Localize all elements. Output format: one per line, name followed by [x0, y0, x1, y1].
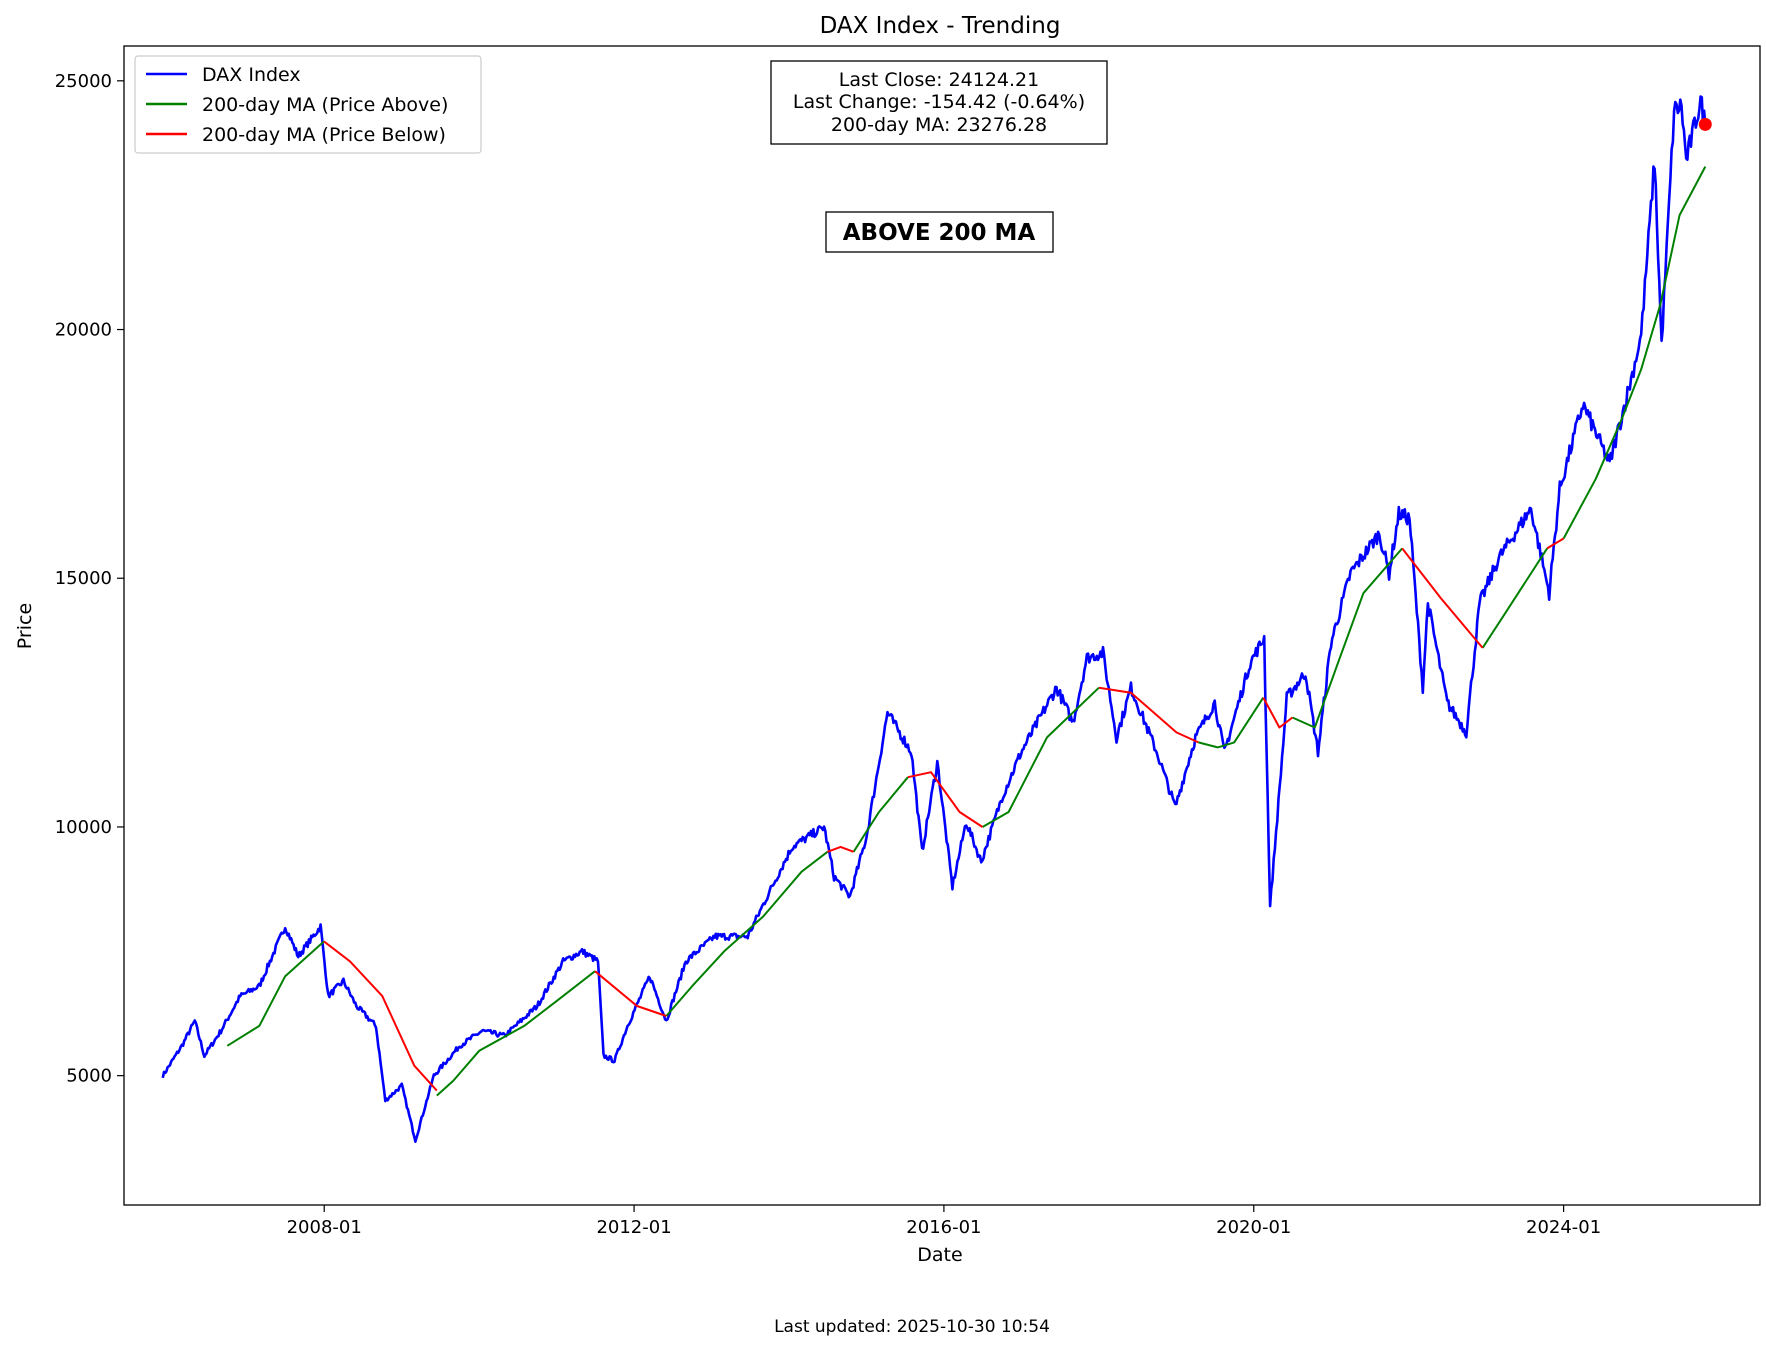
ma-above-segment-2: [665, 851, 829, 1017]
last-close-text: Last Close: 24124.21: [839, 69, 1039, 91]
ma-below-segment-6: [1401, 547, 1484, 649]
ma-above-segment-1: [436, 970, 596, 1097]
ma-below-segment-2: [827, 845, 854, 853]
plot-frame: [123, 45, 1761, 1206]
ma-above-segment-8: [1562, 166, 1707, 539]
legend-box: [134, 55, 482, 154]
ma-below-segment-5: [1262, 697, 1294, 729]
x-tick-label-4: 2024-01: [1526, 1217, 1601, 1238]
legend-label-ma-below: 200-day MA (Price Below): [202, 124, 446, 146]
legend: DAX Index 200-day MA (Price Above) 200-d…: [134, 55, 482, 154]
ma-below-segment-1: [594, 970, 667, 1017]
last-close-marker: [1698, 117, 1712, 131]
y-tick-label-3: 20000: [55, 320, 112, 341]
ma-above-segment-5: [1198, 697, 1265, 749]
last-change-text: Last Change: -154.42 (-0.64%): [793, 91, 1085, 113]
price-line: [161, 95, 1707, 1143]
x-tick-label-3: 2020-01: [1216, 1217, 1291, 1238]
y-tick-label-4: 25000: [55, 71, 112, 92]
ma-below-segment-0: [323, 940, 438, 1092]
ma-below-segment-4: [1098, 686, 1199, 744]
y-tick-label-1: 10000: [55, 817, 112, 838]
ma-above-segment-3: [852, 776, 909, 853]
info-box-frame: [770, 60, 1108, 145]
chart-title: DAX Index - Trending: [820, 13, 1061, 39]
ma-value-text: 200-day MA: 23276.28: [831, 114, 1047, 136]
legend-label-ma-above: 200-day MA (Price Above): [202, 94, 448, 116]
x-tick-label-1: 2012-01: [596, 1217, 671, 1238]
series-layer: [161, 95, 1712, 1143]
y-tick-label-0: 5000: [66, 1066, 112, 1087]
x-tick-label-2: 2016-01: [906, 1217, 981, 1238]
ma-above-segment-6: [1291, 547, 1403, 729]
ma-below-segment-3: [907, 771, 984, 828]
x-tick-label-0: 2008-01: [287, 1217, 362, 1238]
x-axis-label: Date: [917, 1244, 962, 1266]
ma-above-segment-0: [226, 940, 325, 1047]
status-badge: ABOVE 200 MA: [825, 211, 1054, 253]
y-axis-label: Price: [14, 603, 36, 649]
ma-above-segment-4: [982, 686, 1100, 828]
status-badge-frame: [825, 211, 1054, 253]
y-tick-label-2: 15000: [55, 568, 112, 589]
legend-label-price: DAX Index: [202, 64, 301, 86]
last-updated-text: Last updated: 2025-10-30 10:54: [774, 1317, 1050, 1337]
axis-layer: 2008-01 2012-01 2016-01 2020-01 2024-01 5000 1…: [55, 71, 1601, 1238]
info-box: Last Close: 24124.21 Last Change: -154.4…: [770, 60, 1108, 145]
status-text: ABOVE 200 MA: [843, 220, 1036, 246]
ma-below-segment-7: [1546, 537, 1565, 550]
ma-above-segment-7: [1481, 547, 1548, 649]
